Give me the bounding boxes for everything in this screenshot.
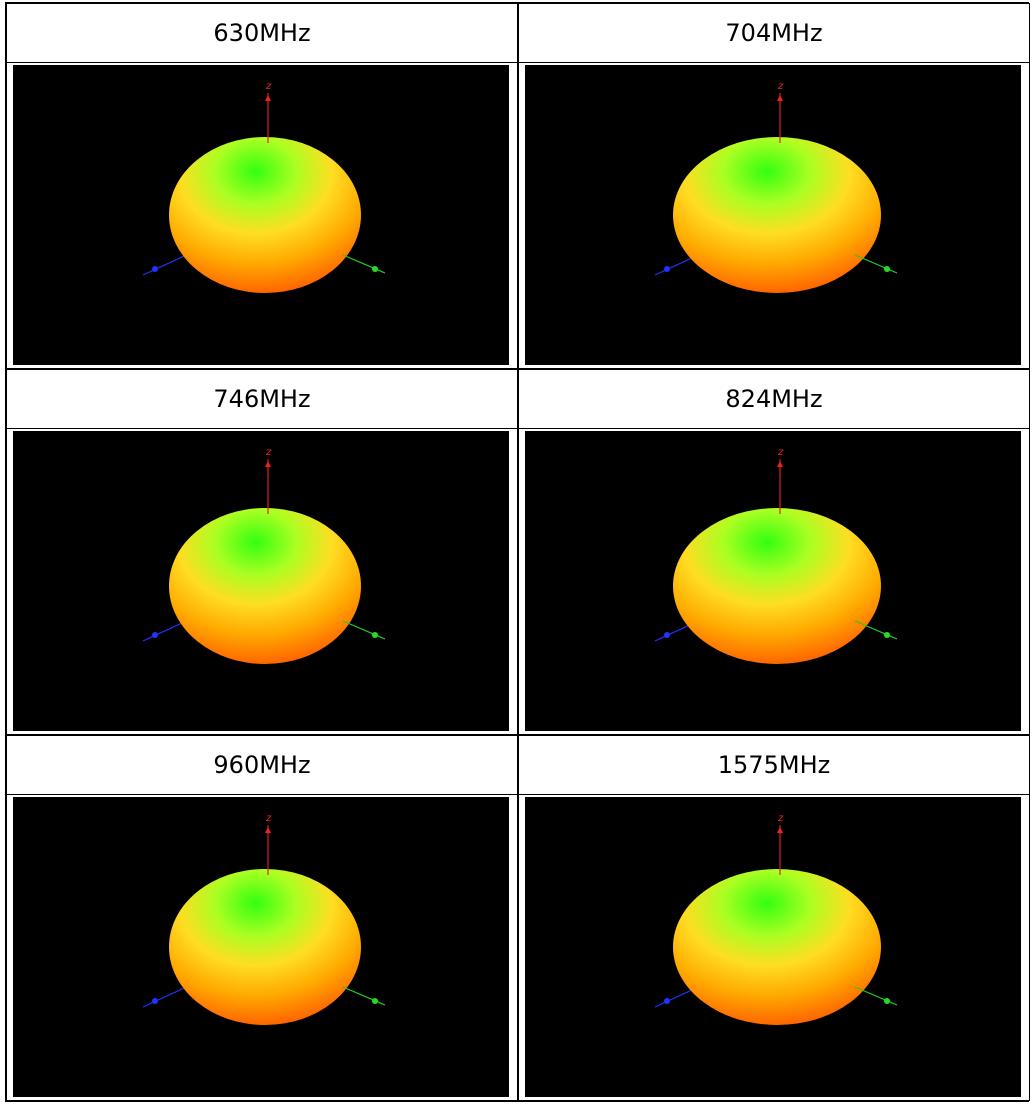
y-axis-tip bbox=[372, 266, 378, 272]
z-axis-tip bbox=[265, 827, 271, 833]
x-axis-tip bbox=[664, 632, 670, 638]
image-cell: z bbox=[6, 794, 518, 1101]
image-cell: z bbox=[6, 428, 518, 735]
cell-header: 746MHz bbox=[6, 369, 518, 429]
image-cell: z bbox=[518, 428, 1030, 735]
radiation-pattern: z bbox=[13, 431, 509, 731]
y-axis bbox=[854, 986, 898, 1006]
y-axis-tip bbox=[884, 632, 890, 638]
z-axis-tip bbox=[265, 95, 271, 101]
axis-label: z bbox=[777, 81, 784, 92]
x-axis-tip bbox=[152, 266, 158, 272]
y-axis bbox=[854, 620, 898, 640]
image-cell: z bbox=[6, 62, 518, 369]
z-axis-tip bbox=[777, 461, 783, 467]
axis-label: z bbox=[265, 813, 272, 824]
cell-header: 630MHz bbox=[6, 3, 518, 63]
axis-label: z bbox=[777, 813, 784, 824]
x-axis-tip bbox=[152, 632, 158, 638]
image-cell: z bbox=[518, 62, 1030, 369]
y-axis bbox=[854, 254, 898, 274]
radiation-pattern: z bbox=[13, 65, 509, 365]
y-axis bbox=[342, 254, 386, 274]
x-axis-tip bbox=[664, 266, 670, 272]
image-cell: z bbox=[518, 794, 1030, 1101]
z-axis-tip bbox=[777, 95, 783, 101]
y-axis-tip bbox=[372, 632, 378, 638]
pattern-lobe bbox=[169, 508, 361, 664]
y-axis bbox=[342, 620, 386, 640]
pattern-lobe bbox=[673, 869, 881, 1025]
pattern-lobe bbox=[673, 137, 881, 293]
y-axis bbox=[342, 986, 386, 1006]
pattern-lobe bbox=[169, 869, 361, 1025]
cell-header: 704MHz bbox=[518, 3, 1030, 63]
cell-header: 1575MHz bbox=[518, 735, 1030, 795]
radiation-pattern: z bbox=[13, 797, 509, 1097]
radiation-pattern: z bbox=[525, 431, 1021, 731]
x-axis-tip bbox=[664, 998, 670, 1004]
pattern-lobe bbox=[673, 508, 881, 664]
y-axis-tip bbox=[884, 266, 890, 272]
x-axis-tip bbox=[152, 998, 158, 1004]
pattern-lobe bbox=[169, 137, 361, 293]
axis-label: z bbox=[777, 447, 784, 458]
radiation-pattern: z bbox=[525, 65, 1021, 365]
z-axis-tip bbox=[777, 827, 783, 833]
table: 630MHz z 704MHz z 746MHz z 824MHz z 960MHz z 1575M… bbox=[5, 2, 1030, 1102]
axis-label: z bbox=[265, 447, 272, 458]
y-axis-tip bbox=[884, 998, 890, 1004]
z-axis-tip bbox=[265, 461, 271, 467]
axis-label: z bbox=[265, 81, 272, 92]
cell-header: 960MHz bbox=[6, 735, 518, 795]
y-axis-tip bbox=[372, 998, 378, 1004]
cell-header: 824MHz bbox=[518, 369, 1030, 429]
radiation-pattern: z bbox=[525, 797, 1021, 1097]
